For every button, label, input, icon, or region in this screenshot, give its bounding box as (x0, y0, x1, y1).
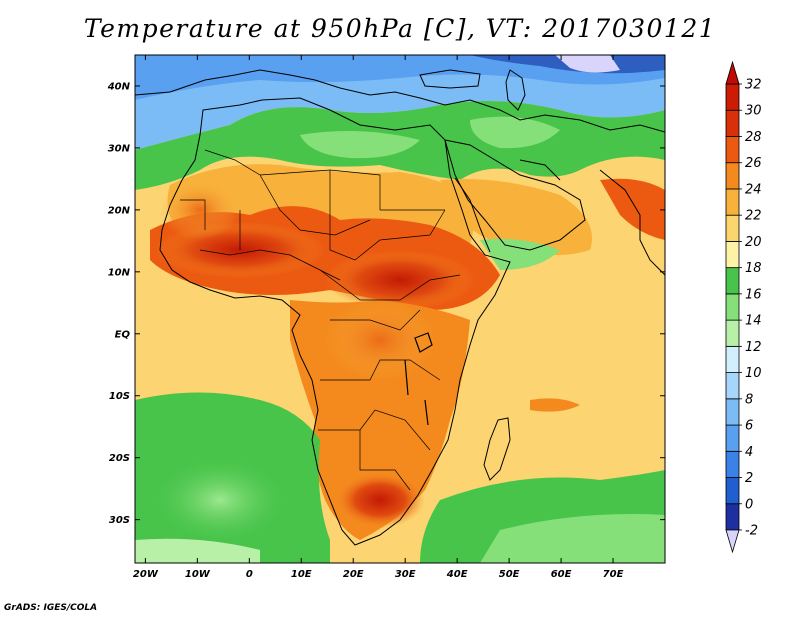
lat-label: 20S (109, 453, 130, 464)
indian-ocean-warm-streak (530, 398, 580, 412)
colorbar-under-triangle (725, 529, 740, 554)
colorbar-label: 22 (745, 209, 762, 224)
colorbar-swatch (725, 477, 740, 505)
persian-gulf-coastline (519, 159, 561, 181)
lat-label: EQ (115, 329, 131, 340)
lat-label: 40N (107, 81, 131, 92)
iran-cool-patch (470, 116, 560, 149)
black-sea-coastline (419, 69, 481, 89)
colorbar-swatch (725, 188, 740, 216)
colorbar-swatch (725, 372, 740, 400)
lon-label: 60E (551, 569, 572, 580)
colorbar-label: 16 (745, 287, 762, 302)
country-borders (180, 149, 461, 491)
india-coastline (599, 169, 665, 276)
lat-label: 10N (108, 267, 131, 278)
lat-label: 10S (109, 391, 130, 402)
colorbar-swatch (725, 109, 740, 137)
lat-label: 30S (109, 515, 130, 526)
latitude-labels: 40N 30N 20N 10N EQ 10S 20S 30S (107, 81, 131, 526)
libya-cool-patch (300, 131, 420, 159)
map-frame (134, 54, 666, 564)
lon-label: 10E (291, 569, 312, 580)
colorbar-swatch (725, 293, 740, 321)
lon-label: 40E (446, 569, 468, 580)
colorbar-label: 30 (745, 104, 762, 119)
colorbar-label: 8 (745, 392, 753, 407)
temperature-field (135, 55, 665, 563)
colorbar-label: -2 (745, 524, 758, 539)
colorbar-label: 12 (745, 340, 762, 355)
map-title: Temperature at 950hPa [C], VT: 201703012… (83, 14, 717, 43)
colorbar-swatch (725, 83, 740, 111)
coastlines (135, 69, 665, 546)
caspian-coastline (505, 69, 526, 111)
colorbar-label: 4 (745, 445, 753, 460)
coldest-field (555, 55, 620, 73)
lat-label: 30N (108, 143, 131, 154)
colorbar-label: 10 (745, 366, 762, 381)
lat-label: 20N (108, 205, 131, 216)
axis-ticks (135, 55, 665, 563)
south-africa-hot-core (335, 472, 425, 528)
sudan-hot-core (325, 250, 475, 310)
red-sea-coastline (454, 177, 491, 253)
colorbar-label: 18 (745, 261, 762, 276)
colorbar-label: 32 (745, 78, 762, 93)
colorbar-swatch (725, 319, 740, 347)
colorbar-swatch (725, 345, 740, 373)
colorbar-label: 2 (745, 471, 753, 486)
lon-label: 20E (343, 569, 364, 580)
south-atlantic-cold-edge (135, 538, 260, 563)
lon-label: 10W (185, 569, 211, 580)
colorbar-label: 0 (745, 497, 753, 512)
credit-text: GrADS: IGES/COLA (4, 603, 98, 613)
colorbar-swatch (725, 241, 740, 269)
africa-coastline (159, 97, 511, 546)
south-indian-cold-edge (480, 514, 665, 563)
europe-coastline (135, 69, 665, 133)
colorbar-label: 28 (745, 130, 762, 145)
colorbar-swatch (725, 162, 740, 190)
colorbar-label: 20 (745, 235, 762, 250)
benguela-cool-core (150, 455, 290, 545)
colorbar-swatch (725, 267, 740, 295)
lon-label: 0 (246, 569, 253, 580)
madagascar-coastline (483, 417, 511, 481)
colorbar-swatch (725, 214, 740, 242)
colorbar-swatch (725, 136, 740, 164)
colorbar-swatch (725, 450, 740, 478)
india-hot-field (600, 178, 665, 240)
lake-victoria-outline (414, 332, 433, 353)
lake-tanganyika-outline (404, 359, 409, 396)
colorbar-over-triangle (725, 60, 740, 85)
lon-label: 50E (499, 569, 520, 580)
colorbar-swatch (725, 424, 740, 452)
congo-warm-core (325, 300, 435, 380)
longitude-labels: 20W 10W 0 10E 20E 30E 40E 50E 60E 70E (133, 569, 624, 580)
lon-label: 30E (395, 569, 416, 580)
europe-cold-field (135, 55, 665, 100)
colorbar-swatch (725, 503, 740, 531)
lon-label: 70E (603, 569, 624, 580)
lon-label: 20W (133, 569, 159, 580)
colorbar-label: 26 (745, 156, 762, 171)
colorbar-label: 14 (745, 314, 762, 329)
lake-malawi-outline (424, 399, 429, 426)
great-lakes (404, 332, 433, 426)
colorbar-label: 24 (745, 182, 762, 197)
colorbar-swatch (725, 398, 740, 426)
arabia-warm-field (440, 179, 592, 255)
colorbar-label: 6 (745, 419, 753, 434)
mauritania-warm-core (160, 180, 240, 240)
